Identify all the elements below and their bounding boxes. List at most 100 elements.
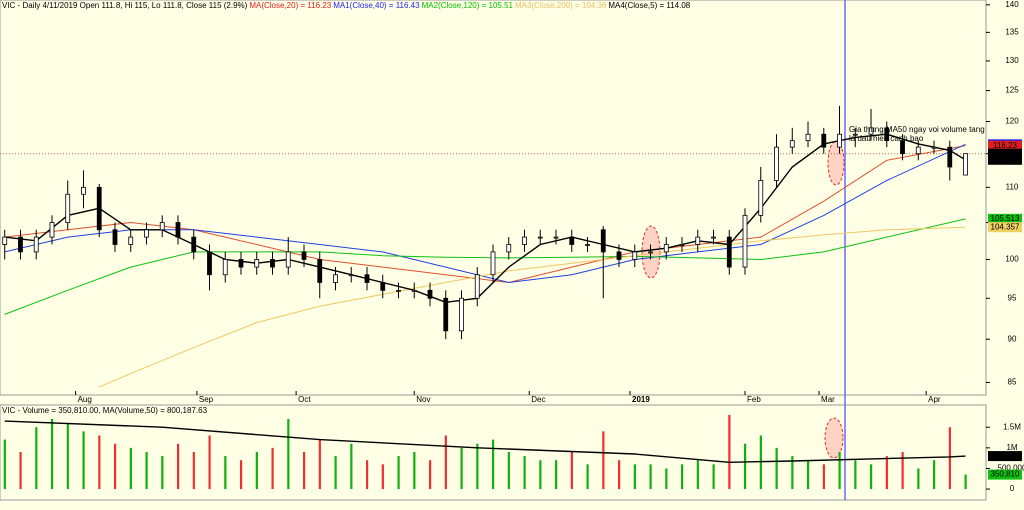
candle-body [632,251,638,260]
volume-bar [381,464,384,490]
candle-body [663,244,669,253]
y-tick-label: 85 [1008,378,1017,387]
volume-bar [413,451,416,490]
candle-body [695,236,701,245]
value-tag [988,451,1022,462]
value-tag-label: 350,810 [991,470,1020,479]
candle-body [616,251,622,260]
y-tick-label: 120 [1005,117,1019,126]
ma-line [4,133,966,304]
candle-body [411,289,417,292]
candle-body [348,274,354,277]
volume-bar [696,460,699,490]
volume-bar [602,431,605,490]
candle-body [679,244,685,246]
volume-bar [129,447,132,490]
volume-bar [492,439,495,490]
value-tag [988,140,1022,151]
candle-body [33,236,39,253]
candle-body [459,297,464,332]
candle-body [648,251,653,254]
candle-body [711,236,716,239]
x-tick-label: Aug [78,395,92,404]
volume-bar [476,443,479,490]
value-tag-label: 104.357 [991,222,1020,231]
candle-body [254,259,260,268]
x-tick-label: Mar [821,395,835,404]
candle-body [207,251,212,276]
y-tick-label: 140 [1005,0,1019,9]
candle-body [18,236,23,253]
volume-legend: VIC - Volume = 350,810.00, MA(Volume,50)… [2,406,208,415]
volume-bar [176,443,180,490]
volume-bar [444,435,447,490]
candle-body [837,133,842,148]
y-tick-label: 125 [1005,86,1019,95]
legend-entry: MA4(Close,5) = 114.08 [608,1,690,10]
candle-body [726,236,732,268]
legend-entry: MA(Close,20) = 116.23 [249,1,331,10]
volume-bar [948,427,951,490]
y-tick-label: 90 [1008,334,1017,343]
value-tag-label: 115 [999,149,1012,158]
volume-bar [19,451,22,490]
highlight [824,417,844,459]
candle-body [333,274,338,283]
volume-bar [50,419,54,490]
volume-bar [334,456,337,490]
volume-bar [885,456,888,490]
y-tick-label: 500,000 [998,464,1024,473]
candle-body [364,274,370,283]
volume-bar [82,431,85,490]
candle-body [427,289,433,299]
candle-body [569,236,575,245]
legend-entry: MA2(Close,120) = 105.51 [422,1,514,10]
volume-bar [618,460,621,490]
candle-body [789,140,795,148]
candle-body [96,186,102,231]
volume-bar [35,427,38,490]
volume-bar [901,451,904,490]
y-tick-label: 1.5M [1003,422,1021,431]
ma-line [4,420,966,464]
y-tick-label: 95 [1008,293,1017,302]
volume-bar [192,451,195,490]
volume-bar [681,464,684,490]
volume-pane [0,404,987,501]
value-tag-label: 800,188 [991,451,1020,460]
volume-bar [728,414,731,490]
volume-bar [822,464,825,490]
candle-body [270,259,275,268]
ma-line [99,226,966,388]
volume-bar [271,447,274,490]
candle-body [2,236,8,245]
candle-body [238,259,244,268]
volume-bar [507,451,510,490]
volume-bar [854,460,857,490]
y-tick-label: 110 [1006,182,1019,191]
volume-bar [397,456,400,490]
volume-bar [791,456,794,490]
candle-body [900,140,905,155]
candle-body [947,146,953,168]
candle-body [758,180,764,216]
volume-bar [570,451,573,490]
candle-body [915,146,921,155]
legend-entry: MA1(Close,40) = 116.43 [333,1,420,10]
y-tick-label: 130 [1005,56,1019,65]
legend: VIC - Daily 4/11/2019 Open 111.8, Hi 115… [2,1,691,10]
volume-bar [161,456,164,490]
y-tick-label: 135 [1005,27,1019,36]
candle-body [49,222,55,238]
volume-bar [744,443,747,490]
candle-body [553,236,559,239]
candle-body [443,297,449,332]
volume-bar [933,460,936,490]
x-tick-label: 2019 [632,395,650,404]
volume-bar [113,443,117,490]
value-tag [988,469,1022,480]
x-tick-label: Oct [298,395,311,404]
volume-bar [302,451,306,490]
